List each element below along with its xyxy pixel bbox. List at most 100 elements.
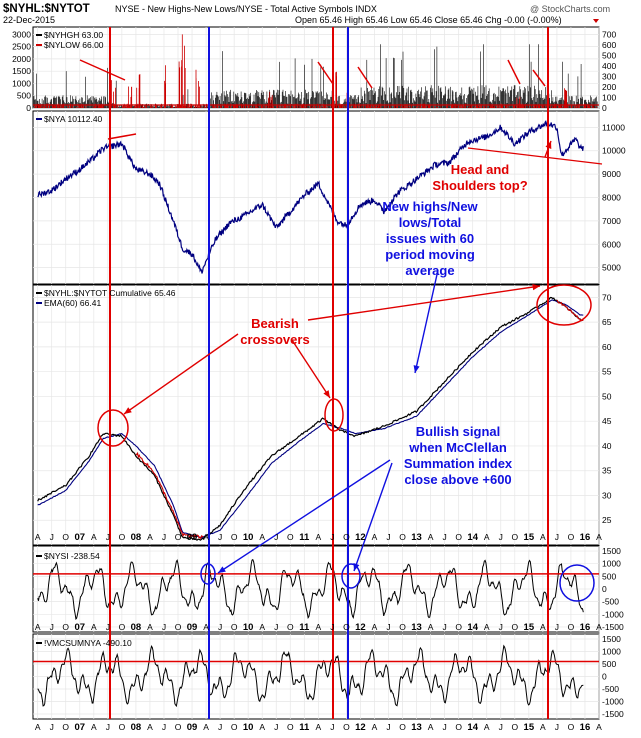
x-tick-label: A — [259, 722, 265, 732]
arrow-bullish-2011 — [353, 462, 393, 572]
y-tick-label: 70 — [602, 292, 612, 302]
x-tick-label-inner: J — [218, 622, 222, 632]
header-ohlc: Open 65.46 High 65.46 Low 65.46 Close 65… — [295, 15, 562, 25]
x-tick-label-inner: 11 — [299, 532, 310, 543]
y-tick-label: 200 — [602, 82, 616, 92]
y-tick-label: 1500 — [12, 66, 31, 76]
vmcsumnya-series — [37, 644, 584, 708]
x-tick-label-inner: A — [203, 532, 209, 542]
x-tick-label: A — [203, 722, 209, 732]
y-tick-label: 5000 — [602, 263, 621, 273]
y-tick-label: 7000 — [602, 216, 621, 226]
x-tick-label-inner: A — [484, 532, 490, 542]
x-tick-label: O — [343, 722, 350, 732]
x-tick-label-inner: A — [372, 622, 378, 632]
y-tick-label: -1500 — [602, 709, 624, 719]
x-tick-label: 15 — [524, 722, 535, 733]
cumulative-red-segment — [135, 451, 204, 540]
panel-legends: $NYHGH 63.00$NYLOW 66.00 $NYA 10112.40 $NY… — [36, 30, 176, 648]
x-tick-label-inner: A — [428, 532, 434, 542]
x-tick-label: J — [386, 722, 390, 732]
x-tick-label-inner: O — [62, 622, 69, 632]
arrow-bearish-2015-head — [532, 284, 540, 291]
x-tick-label: 07 — [74, 722, 85, 733]
y-tick-label: 50 — [602, 391, 612, 401]
x-tick-label-inner: A — [316, 622, 322, 632]
x-tick-label-inner: 14 — [467, 532, 478, 543]
x-tick-label: 08 — [131, 722, 142, 733]
x-tick-label-inner: O — [511, 532, 518, 542]
y-tick-label: 45 — [602, 416, 612, 426]
x-tick-label-inner: A — [596, 622, 602, 632]
legend-label: $NYHL:$NYTOT Cumulative 65.46 — [44, 288, 176, 298]
x-tick-label: 14 — [467, 722, 478, 733]
header-date: 22-Dec-2015 — [3, 15, 55, 25]
y-tick-label: 500 — [17, 91, 31, 101]
x-tick-label-inner: J — [218, 532, 222, 542]
y-tick-label: -500 — [602, 597, 619, 607]
x-tick-label-inner: A — [147, 532, 153, 542]
annotations: Head and Shoulders top? New highs/New lows/… — [79, 59, 603, 602]
x-tick-label-inner: O — [119, 532, 126, 542]
nya-series — [37, 119, 584, 274]
y-tick-label: -1000 — [602, 697, 624, 707]
x-tick-label-inner: J — [50, 532, 54, 542]
y-tick-label: 1500 — [602, 634, 621, 644]
x-tick-label-inner: J — [330, 622, 334, 632]
down-arrow-icon — [593, 19, 599, 23]
y-tick-label: 25 — [602, 515, 612, 525]
x-tick-label: J — [330, 722, 334, 732]
arrow-bearish-2007-head — [124, 407, 132, 414]
x-tick-label-inner: J — [274, 622, 278, 632]
y-tick-label: 400 — [602, 61, 616, 71]
cumulative-series — [37, 296, 584, 541]
x-tick-label-inner: O — [231, 622, 238, 632]
x-tick-label-inner: A — [484, 622, 490, 632]
y-tick-label: 8000 — [602, 193, 621, 203]
nysi-series — [37, 558, 584, 620]
x-tick-label: A — [596, 722, 602, 732]
y-tick-label: 1000 — [12, 78, 31, 88]
x-tick-label-inner: J — [555, 532, 559, 542]
chart-series — [33, 34, 599, 708]
y-tick-label: 1000 — [602, 647, 621, 657]
x-tick-label-inner: O — [399, 622, 406, 632]
y-tick-label: 1000 — [602, 559, 621, 569]
ema-series — [37, 299, 584, 539]
x-tick-label-inner: 08 — [131, 622, 142, 633]
x-tick-label-inner: O — [455, 532, 462, 542]
x-tick-label: 09 — [187, 722, 198, 733]
x-tick-label: O — [287, 722, 294, 732]
circle-crossover-2011 — [324, 398, 344, 432]
x-tick-label-inner: 09 — [187, 622, 198, 633]
x-tick-label-inner: O — [119, 622, 126, 632]
x-tick-label-inner: A — [316, 532, 322, 542]
circle-crossover-2007 — [97, 409, 129, 447]
x-tick-label: A — [540, 722, 546, 732]
x-tick-label-inner: J — [386, 532, 390, 542]
y-tick-label: 40 — [602, 441, 612, 451]
circle-bullish-2011 — [341, 563, 361, 589]
x-tick-label: J — [499, 722, 503, 732]
x-tick-label-inner: O — [287, 532, 294, 542]
x-tick-label-inner: 15 — [524, 532, 535, 543]
x-tick-label-inner: 07 — [74, 532, 85, 543]
x-tick-label-inner: 13 — [411, 622, 422, 633]
circle-bullish-2009 — [200, 563, 216, 585]
x-tick-label: 10 — [243, 722, 254, 733]
x-tick-label: A — [484, 722, 490, 732]
y-tick-label: 1500 — [602, 546, 621, 556]
x-tick-label-inner: J — [330, 532, 334, 542]
y-tick-label: -500 — [602, 684, 619, 694]
x-tick-label-inner: 15 — [524, 622, 535, 633]
legend-label: $NYLOW 66.00 — [44, 40, 104, 50]
bearish-label: Bearish crossovers — [240, 316, 309, 347]
x-axis-labels: AAAJJJOOO070707AAAJJJOOO080808AAAJJJOOO0… — [35, 532, 602, 733]
x-tick-label: O — [568, 722, 575, 732]
legend-label: $NYSI -238.54 — [44, 551, 100, 561]
x-tick-label-inner: J — [274, 532, 278, 542]
arrow-new-highs — [414, 269, 439, 374]
x-tick-label: A — [428, 722, 434, 732]
